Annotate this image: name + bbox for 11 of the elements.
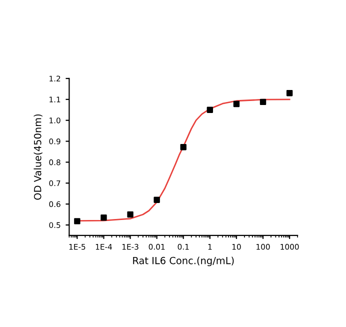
point	[180, 144, 186, 150]
point	[233, 100, 240, 108]
point	[206, 106, 214, 113]
point	[100, 214, 107, 221]
point	[127, 211, 134, 218]
point	[286, 90, 293, 96]
point	[74, 218, 80, 224]
x-axis-title: Rat IL6 Conc.(ng/mL)	[133, 256, 234, 266]
point	[260, 98, 266, 106]
point	[154, 196, 160, 203]
y-axis-title: OD Value(450nm)	[34, 114, 42, 200]
